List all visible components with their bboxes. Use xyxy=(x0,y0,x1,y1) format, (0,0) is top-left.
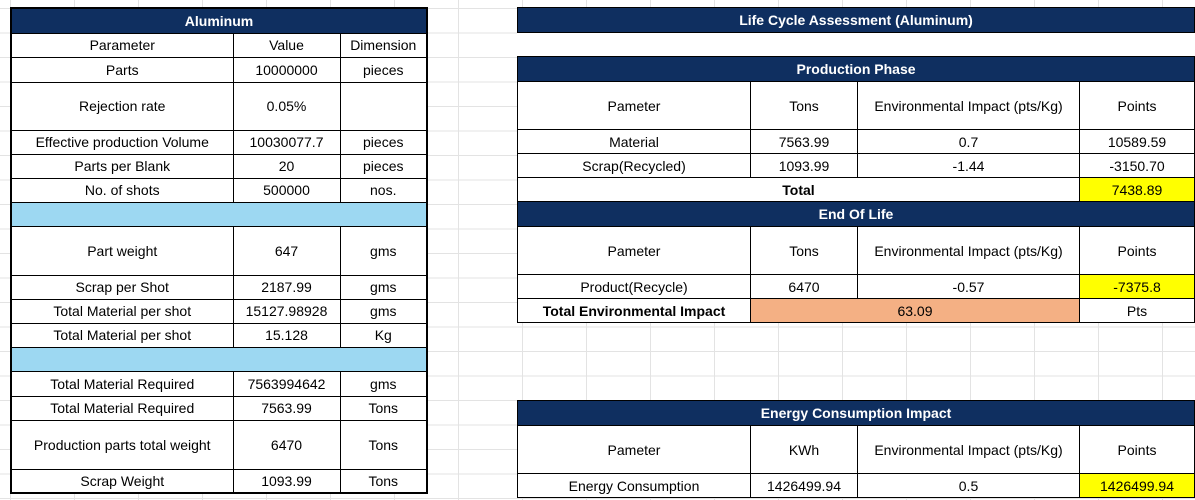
dimension-cell[interactable]: pieces xyxy=(339,153,428,179)
param-cell[interactable]: No. of shots xyxy=(10,177,234,203)
aluminum-title[interactable]: Aluminum xyxy=(10,7,428,34)
end-of-life-title[interactable]: End Of Life xyxy=(516,201,1195,227)
col-header-kwh[interactable]: KWh xyxy=(750,425,858,474)
param-cell[interactable]: Parts xyxy=(10,56,234,83)
col-header-parameter[interactable]: Parameter xyxy=(10,32,234,58)
col-header-impact[interactable]: Environmental Impact (pts/Kg) xyxy=(857,226,1080,275)
energy-title[interactable]: Energy Consumption Impact xyxy=(516,400,1195,426)
param-cell[interactable]: Rejection rate xyxy=(10,81,234,131)
aluminum-table: Aluminum Parameter Value Dimension Parts… xyxy=(10,7,429,494)
impact-cell[interactable]: -1.44 xyxy=(857,153,1080,178)
value-cell[interactable]: 20 xyxy=(232,153,341,179)
param-cell[interactable]: Energy Consumption xyxy=(517,473,751,498)
dimension-cell[interactable]: Tons xyxy=(339,419,428,470)
col-header-tons[interactable]: Tons xyxy=(750,81,858,130)
value-cell[interactable]: 10030077.7 xyxy=(232,129,341,155)
col-header-parameter[interactable]: Pameter xyxy=(517,226,751,275)
col-header-points[interactable]: Points xyxy=(1078,425,1195,474)
col-header-parameter[interactable]: Pameter xyxy=(517,81,751,130)
separator-band[interactable] xyxy=(10,346,428,372)
param-cell[interactable]: Total Material Required xyxy=(10,370,234,397)
col-header-points[interactable]: Points xyxy=(1078,226,1195,275)
value-cell[interactable]: 15.128 xyxy=(232,322,341,348)
param-cell[interactable]: Scrap per Shot xyxy=(10,274,234,300)
value-cell[interactable]: 7563994642 xyxy=(232,370,341,397)
lca-table: Life Cycle Assessment (Aluminum) Product… xyxy=(516,7,1195,323)
eol-points-value[interactable]: -7375.8 xyxy=(1078,274,1195,299)
kwh-cell[interactable]: 1426499.94 xyxy=(750,473,858,498)
empty-row[interactable] xyxy=(518,33,1195,57)
dimension-cell[interactable]: gms xyxy=(339,370,428,397)
col-header-points[interactable]: Points xyxy=(1078,81,1195,130)
col-header-tons[interactable]: Tons xyxy=(750,226,858,275)
production-total-label[interactable]: Total xyxy=(517,177,1080,202)
col-header-value[interactable]: Value xyxy=(232,32,341,58)
col-header-impact[interactable]: Environmental Impact (pts/Kg) xyxy=(857,81,1080,130)
impact-cell[interactable]: 0.5 xyxy=(857,473,1080,498)
param-cell[interactable]: Production parts total weight xyxy=(10,419,234,470)
value-cell[interactable]: 647 xyxy=(232,225,341,276)
value-cell[interactable]: 2187.99 xyxy=(232,274,341,300)
dimension-cell[interactable] xyxy=(339,81,428,131)
dimension-cell[interactable]: Tons xyxy=(339,395,428,421)
param-cell[interactable]: Total Material Required xyxy=(10,395,234,421)
param-cell[interactable]: Effective production Volume xyxy=(10,129,234,155)
param-cell[interactable]: Part weight xyxy=(10,225,234,276)
param-cell[interactable]: Parts per Blank xyxy=(10,153,234,179)
tons-cell[interactable]: 7563.99 xyxy=(750,129,858,154)
dimension-cell[interactable]: pieces xyxy=(339,129,428,155)
param-cell[interactable]: Total Material per shot xyxy=(10,322,234,348)
value-cell[interactable]: 7563.99 xyxy=(232,395,341,421)
col-header-impact[interactable]: Environmental Impact (pts/Kg) xyxy=(857,425,1080,474)
param-cell[interactable]: Scrap(Recycled) xyxy=(517,153,751,178)
points-cell[interactable]: -3150.70 xyxy=(1078,153,1195,178)
dimension-cell[interactable]: gms xyxy=(339,225,428,276)
dimension-cell[interactable]: Kg xyxy=(339,322,428,348)
dimension-cell[interactable]: gms xyxy=(339,298,428,324)
total-impact-value[interactable]: 63.09 xyxy=(750,298,1080,323)
dimension-cell[interactable]: gms xyxy=(339,274,428,300)
value-cell[interactable]: 6470 xyxy=(232,419,341,470)
col-header-parameter[interactable]: Pameter xyxy=(517,425,751,474)
value-cell[interactable]: 15127.98928 xyxy=(232,298,341,324)
param-cell[interactable]: Total Material per shot xyxy=(10,298,234,324)
tons-cell[interactable]: 1093.99 xyxy=(750,153,858,178)
tons-cell[interactable]: 6470 xyxy=(750,274,858,299)
dimension-cell[interactable]: nos. xyxy=(339,177,428,203)
points-cell[interactable]: 10589.59 xyxy=(1078,129,1195,154)
dimension-cell[interactable]: Tons xyxy=(339,468,428,494)
value-cell[interactable]: 0.05% xyxy=(232,81,341,131)
value-cell[interactable]: 10000000 xyxy=(232,56,341,83)
col-header-dimension[interactable]: Dimension xyxy=(339,32,428,58)
value-cell[interactable]: 1093.99 xyxy=(232,468,341,494)
value-cell[interactable]: 500000 xyxy=(232,177,341,203)
dimension-cell[interactable]: pieces xyxy=(339,56,428,83)
production-phase-title[interactable]: Production Phase xyxy=(516,56,1195,82)
param-cell[interactable]: Scrap Weight xyxy=(10,468,234,494)
total-impact-label[interactable]: Total Environmental Impact xyxy=(517,298,751,323)
separator-band[interactable] xyxy=(10,201,428,227)
param-cell[interactable]: Product(Recycle) xyxy=(517,274,751,299)
energy-table: Energy Consumption Impact Pameter KWh En… xyxy=(516,400,1195,498)
lca-title[interactable]: Life Cycle Assessment (Aluminum) xyxy=(516,7,1195,33)
total-impact-unit[interactable]: Pts xyxy=(1078,298,1195,323)
energy-points-value[interactable]: 1426499.94 xyxy=(1078,473,1195,498)
production-total-value[interactable]: 7438.89 xyxy=(1078,177,1195,202)
param-cell[interactable]: Material xyxy=(517,129,751,154)
impact-cell[interactable]: 0.7 xyxy=(857,129,1080,154)
impact-cell[interactable]: -0.57 xyxy=(857,274,1080,299)
